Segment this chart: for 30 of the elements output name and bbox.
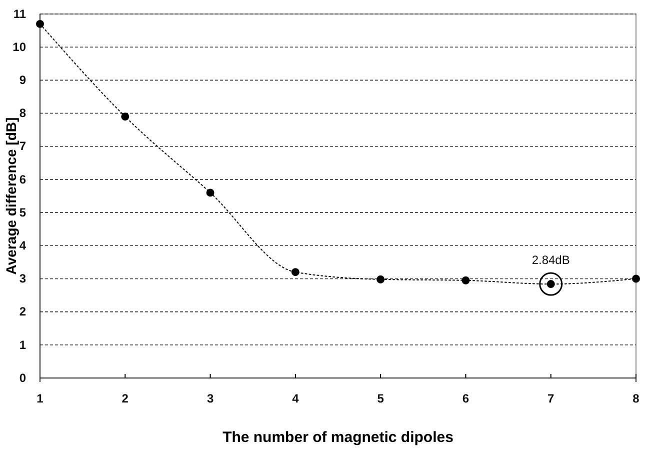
y-tick-label: 4 [19, 238, 26, 252]
y-tick-label: 0 [19, 370, 26, 385]
y-tick-label: 11 [13, 6, 26, 21]
point [36, 20, 44, 28]
x-tick-label: 1 [36, 392, 44, 406]
y-axis-title: Average difference [dB] [3, 117, 19, 275]
y-tick-label: 1 [19, 338, 26, 352]
x-tick-label: 7 [548, 392, 555, 406]
point [291, 268, 300, 276]
point [632, 274, 640, 283]
point [462, 276, 470, 284]
y-tick-label: 2 [19, 304, 26, 319]
y-tick-label: 7 [19, 139, 26, 154]
point [121, 112, 130, 121]
x-tick-label: 3 [206, 392, 214, 406]
y-tick-label: 6 [19, 172, 26, 186]
x-tick-label: 6 [462, 392, 470, 406]
point [376, 275, 385, 284]
y-tick-label: 10 [12, 40, 26, 54]
y-tick-label: 8 [19, 106, 26, 120]
x-tick-label: 4 [292, 392, 300, 406]
y-tick-label: 9 [19, 73, 26, 88]
point [206, 188, 214, 197]
annotation: 2.84dB [532, 253, 570, 268]
x-axis-title: The number of magnetic dipoles [222, 429, 454, 446]
x-tick-label: 5 [377, 392, 384, 406]
x-tick-label: 2 [122, 392, 129, 406]
x-tick-label: 8 [632, 392, 640, 406]
y-tick-label: 3 [19, 272, 26, 286]
y-tick-label: 5 [19, 205, 26, 220]
